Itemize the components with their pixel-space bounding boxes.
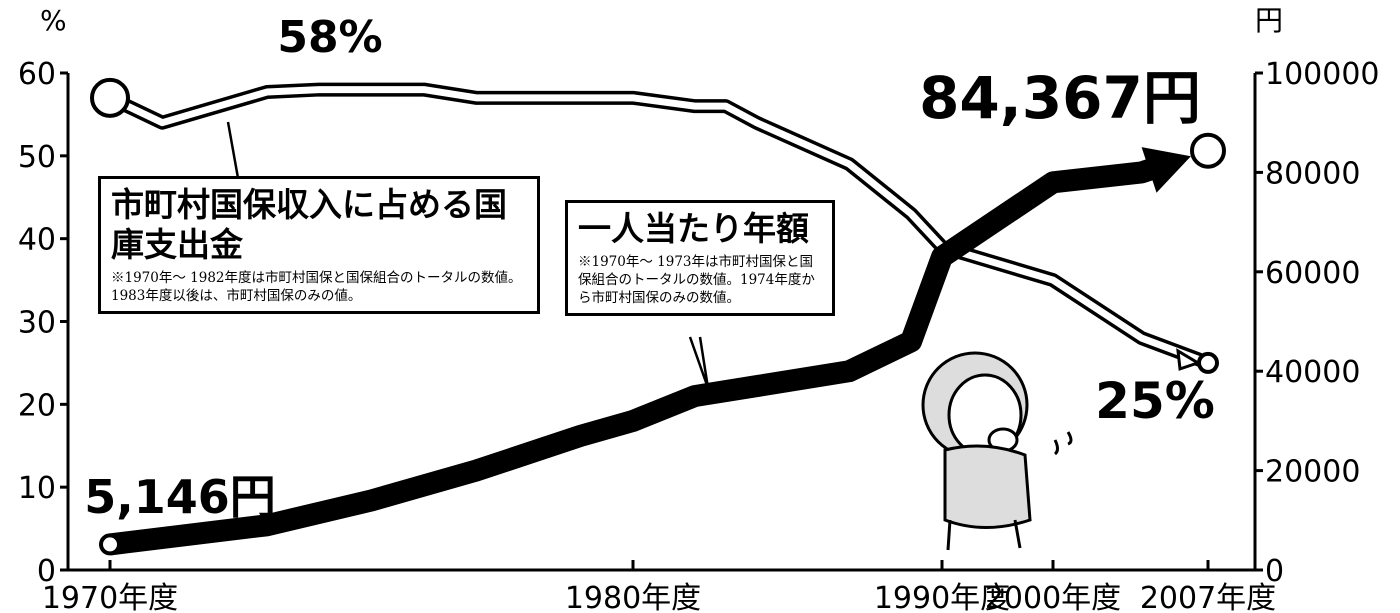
value-label: 25% (1095, 372, 1215, 430)
y-axis-unit: % (40, 4, 67, 37)
legend-label: 市町村国保収入に占める国庫支出金 (111, 185, 527, 265)
y2-axis-unit: 円 (1255, 4, 1283, 37)
y2-tick-label: 100000 (1265, 57, 1380, 92)
endpoint (1199, 354, 1217, 372)
y-tick-label: 10 (18, 471, 56, 506)
endpoint (101, 535, 119, 553)
value-label: 58% (277, 12, 382, 63)
legend-label: 一人当たり年額 (578, 209, 822, 249)
value-label: 84,367円 (919, 64, 1201, 132)
x-tick-label: 2007年度 (1140, 581, 1276, 613)
y2-tick-label: 40000 (1265, 355, 1360, 390)
illustration (923, 353, 1071, 550)
endpoint (92, 80, 128, 116)
value-label: 5,146円 (84, 470, 276, 524)
y-tick-label: 50 (18, 140, 56, 175)
callout-pointer (220, 122, 238, 178)
legend-note: ※1970年～ 1982年度は市町村国保と国保組合のトータルの数値。1983年度… (111, 269, 527, 305)
x-tick-label: 2000年度 (985, 581, 1121, 613)
legend-note: ※1970年～ 1973年は市町村国保と国保組合のトータルの数値。1974年度か… (578, 253, 822, 307)
x-tick-label: 1980年度 (565, 581, 701, 613)
y2-tick-label: 60000 (1265, 256, 1360, 291)
y2-tick-label: 20000 (1265, 455, 1360, 490)
y-tick-label: 40 (18, 223, 56, 258)
y-tick-label: 20 (18, 388, 56, 423)
y-tick-label: 30 (18, 306, 56, 341)
y2-tick-label: 80000 (1265, 156, 1360, 191)
endpoint (1192, 135, 1224, 167)
legend-box: 一人当たり年額 ※1970年～ 1973年は市町村国保と国保組合のトータルの数値… (565, 200, 835, 316)
y-tick-label: 60 (18, 57, 56, 92)
callout-pointer (690, 337, 708, 388)
legend-box: 市町村国保収入に占める国庫支出金 ※1970年～ 1982年度は市町村国保と国保… (98, 176, 540, 314)
x-tick-label: 1970年度 (42, 581, 178, 613)
page: % 円 010203040506002000040000600008000010… (0, 0, 1400, 613)
